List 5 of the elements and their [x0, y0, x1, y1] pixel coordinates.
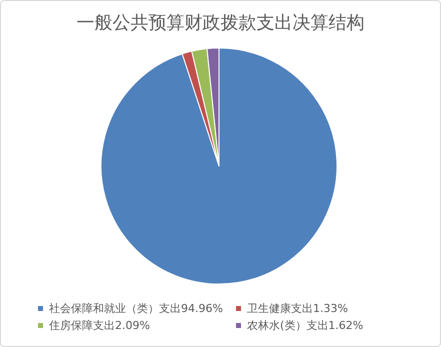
legend-label: 卫生健康支出1.33%	[247, 302, 348, 315]
legend-label: 农林水(类）支出1.62%	[247, 319, 364, 332]
legend-label: 社会保障和就业（类）支出94.96%	[49, 302, 223, 315]
legend-label: 住房保障支出2.09%	[49, 319, 150, 332]
chart-title: 一般公共预算财政拨款支出决算结构	[76, 12, 364, 34]
